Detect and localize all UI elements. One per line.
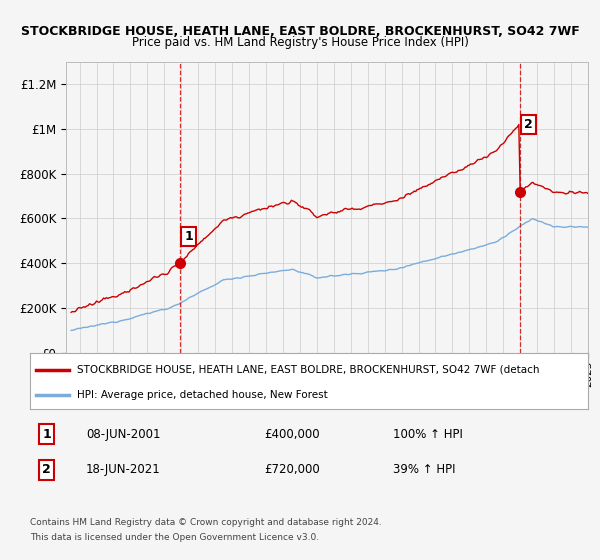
Text: 2: 2 (524, 118, 532, 131)
Text: STOCKBRIDGE HOUSE, HEATH LANE, EAST BOLDRE, BROCKENHURST, SO42 7WF (detach: STOCKBRIDGE HOUSE, HEATH LANE, EAST BOLD… (77, 365, 540, 375)
Text: 1: 1 (184, 230, 193, 243)
Text: 18-JUN-2021: 18-JUN-2021 (86, 464, 161, 477)
Text: 2: 2 (43, 464, 51, 477)
Text: 08-JUN-2001: 08-JUN-2001 (86, 428, 160, 441)
Text: STOCKBRIDGE HOUSE, HEATH LANE, EAST BOLDRE, BROCKENHURST, SO42 7WF: STOCKBRIDGE HOUSE, HEATH LANE, EAST BOLD… (20, 25, 580, 38)
Text: £720,000: £720,000 (265, 464, 320, 477)
Text: HPI: Average price, detached house, New Forest: HPI: Average price, detached house, New … (77, 390, 328, 400)
Text: 39% ↑ HPI: 39% ↑ HPI (392, 464, 455, 477)
Text: 1: 1 (43, 428, 51, 441)
Text: £400,000: £400,000 (265, 428, 320, 441)
Text: Price paid vs. HM Land Registry's House Price Index (HPI): Price paid vs. HM Land Registry's House … (131, 36, 469, 49)
Text: 100% ↑ HPI: 100% ↑ HPI (392, 428, 463, 441)
Text: This data is licensed under the Open Government Licence v3.0.: This data is licensed under the Open Gov… (30, 533, 319, 542)
Text: Contains HM Land Registry data © Crown copyright and database right 2024.: Contains HM Land Registry data © Crown c… (30, 518, 382, 527)
